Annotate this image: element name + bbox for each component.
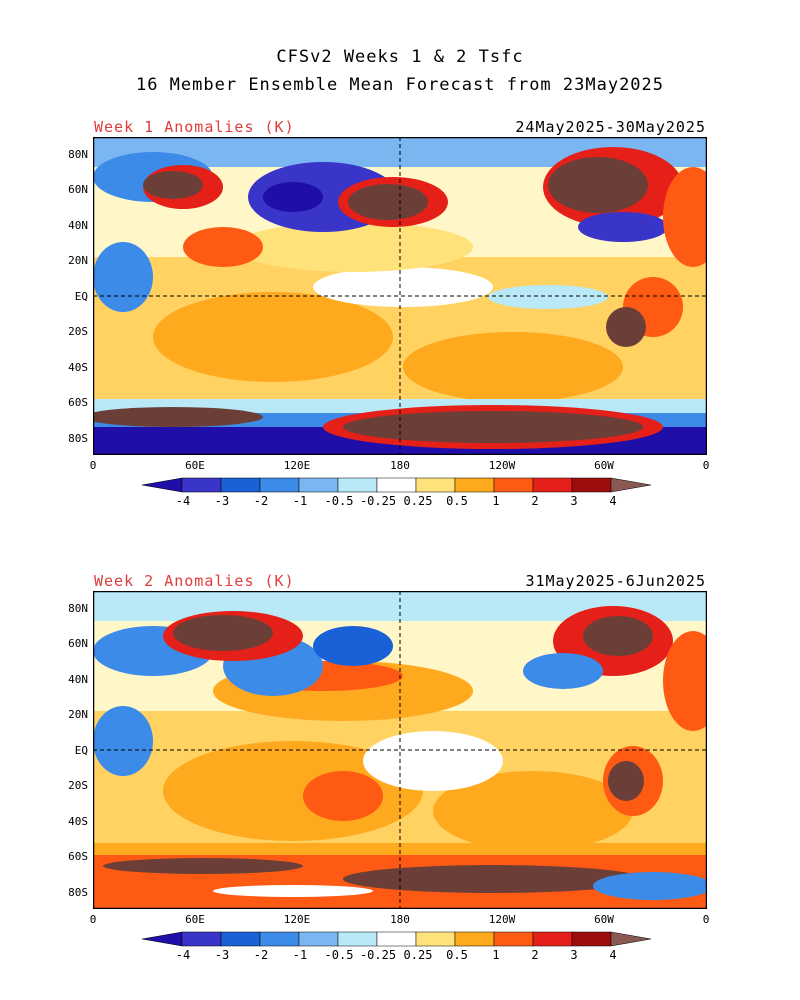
colorbar-swatch [181,931,222,947]
lon-label: 120W [488,459,516,472]
lat-label: EQ [74,290,88,303]
lon-label: 0 [89,913,97,926]
colorbar-label: -0.5 [324,494,354,508]
colorbar-swatch [493,931,534,947]
colorbar-swatch [220,477,261,493]
lon-label: 60W [594,459,614,472]
lat-label: 20N [68,254,88,267]
colorbar-swatch [259,931,300,947]
lat-label: EQ [74,744,88,757]
lat-label: 40S [68,815,88,828]
lon-label: 0 [89,459,97,472]
colorbar-label: 1 [492,948,500,962]
colorbar-label: -2 [253,948,269,962]
colorbar-label: 1 [492,494,500,508]
lat-label: 60N [68,183,88,196]
colorbar-extend-low [142,477,183,493]
colorbar-label: 0.25 [403,948,433,962]
colorbar-swatch [337,477,378,493]
colorbar-swatch [571,931,612,947]
colorbar-label: -1 [292,494,308,508]
figure-title-line2: 16 Member Ensemble Mean Forecast from 23… [135,75,665,95]
colorbar-swatch [454,477,495,493]
panel2-colorbar [142,931,652,947]
colorbar-swatch [259,477,300,493]
colorbar-swatch [181,477,222,493]
colorbar-swatch [415,477,456,493]
lon-label: 120E [283,913,311,926]
colorbar-swatch [532,931,573,947]
colorbar-label: 4 [609,948,617,962]
lat-label: 20N [68,708,88,721]
panel1-map [93,137,707,455]
colorbar-swatch [571,477,612,493]
figure-title-line1: CFSv2 Weeks 1 & 2 Tsfc [276,47,524,67]
colorbar-label: -3 [214,494,230,508]
colorbar-swatch [493,477,534,493]
panel1-dates: 24May2025-30May2025 [515,118,706,136]
lat-label: 40N [68,673,88,686]
lat-label: 80N [68,602,88,615]
colorbar-swatch [220,931,261,947]
colorbar-label: 4 [609,494,617,508]
colorbar-swatch [532,477,573,493]
colorbar-label: -0.25 [359,948,397,962]
panel2-dates: 31May2025-6Jun2025 [525,572,706,590]
lon-label: 60W [594,913,614,926]
colorbar-swatch [337,931,378,947]
colorbar-label: 3 [570,494,578,508]
lon-label: 120E [283,459,311,472]
colorbar-label: -3 [214,948,230,962]
colorbar-label: -0.25 [359,494,397,508]
colorbar-label: -4 [175,948,191,962]
lat-label: 80S [68,432,88,445]
colorbar-swatch [298,931,339,947]
lon-label: 0 [702,913,710,926]
colorbar-label: 0.25 [403,494,433,508]
lat-label: 80S [68,886,88,899]
lat-label: 40S [68,361,88,374]
colorbar-swatch [376,931,417,947]
panel1-title: Week 1 Anomalies (K) [94,118,295,136]
lat-label: 80N [68,148,88,161]
panel1-colorbar [142,477,652,493]
colorbar-extend-high [610,931,652,947]
lon-label: 180 [390,459,410,472]
colorbar-label: 0.5 [446,494,468,508]
lat-label: 60S [68,850,88,863]
lat-label: 60N [68,637,88,650]
colorbar-extend-low [142,931,183,947]
lat-label: 20S [68,325,88,338]
panel2-title: Week 2 Anomalies (K) [94,572,295,590]
colorbar-swatch [415,931,456,947]
colorbar-label: 2 [531,494,539,508]
colorbar-swatch [376,477,417,493]
colorbar-label: -1 [292,948,308,962]
panel2-map [93,591,707,909]
colorbar-label: -2 [253,494,269,508]
colorbar-label: 2 [531,948,539,962]
colorbar-swatch [298,477,339,493]
lon-label: 60E [185,459,205,472]
colorbar-label: 3 [570,948,578,962]
colorbar-label: -0.5 [324,948,354,962]
colorbar-extend-high [610,477,652,493]
lon-label: 180 [390,913,410,926]
lon-label: 0 [702,459,710,472]
lon-label: 60E [185,913,205,926]
lat-label: 20S [68,779,88,792]
colorbar-label: -4 [175,494,191,508]
colorbar-swatch [454,931,495,947]
lat-label: 60S [68,396,88,409]
lat-label: 40N [68,219,88,232]
lon-label: 120W [488,913,516,926]
colorbar-label: 0.5 [446,948,468,962]
